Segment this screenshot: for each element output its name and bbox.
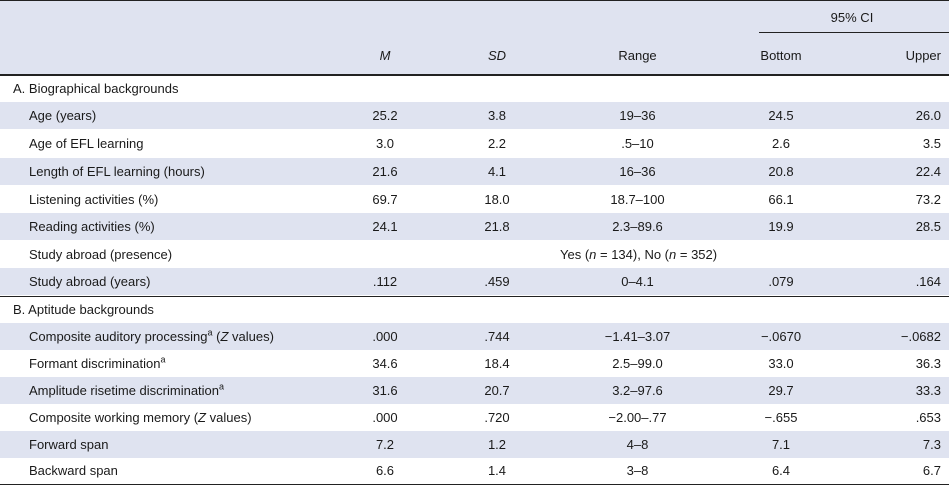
table-header: 95% CI M SD Range Bottom Upper	[0, 0, 949, 75]
cell-bottom: 66.1	[768, 192, 794, 207]
cell-range: .5–10	[621, 136, 654, 151]
cell-sd: .744	[484, 329, 510, 344]
cell-m: 25.2	[372, 108, 398, 123]
ci-header: 95% CI	[830, 10, 874, 25]
ci-rule	[759, 32, 949, 33]
table-row: Formant discriminationa 34.6 18.4 2.5–99…	[0, 350, 949, 377]
row-label: Composite auditory processinga (Z values…	[29, 327, 274, 344]
cell-sd: 2.2	[487, 136, 507, 151]
cell-range: 0–4.1	[621, 274, 654, 289]
cell-upper: 28.5	[915, 219, 941, 234]
row-label: Composite working memory (Z values)	[29, 410, 252, 425]
table-row: Study abroad (presence) Yes (n = 134), N…	[0, 241, 949, 268]
cell-upper: −.0682	[900, 329, 941, 344]
cell-m: .000	[372, 410, 398, 425]
table-row: Listening activities (%) 69.7 18.0 18.7–…	[0, 186, 949, 213]
cell-m: 31.6	[372, 383, 398, 398]
cell-range: 4–8	[626, 437, 649, 452]
cell-upper: 36.3	[915, 356, 941, 371]
cell-sd: 3.8	[487, 108, 507, 123]
table-row: Amplitude risetime discriminationa 31.6 …	[0, 377, 949, 404]
table-row: Study abroad (years) .112 .459 0–4.1 .07…	[0, 268, 949, 295]
row-label: Formant discriminationa	[29, 354, 166, 371]
cell-bottom: 20.8	[768, 164, 794, 179]
header-range: Range	[618, 48, 657, 63]
cell-range: 2.3–89.6	[612, 219, 663, 234]
table-row: Forward span 7.2 1.2 4–8 7.1 7.3	[0, 431, 949, 458]
cell-range: 16–36	[619, 164, 656, 179]
cell-m: 21.6	[372, 164, 398, 179]
cell-m: 6.6	[375, 463, 395, 478]
cell-bottom: 2.6	[771, 136, 791, 151]
cell-bottom: 24.5	[768, 108, 794, 123]
cell-range: 19–36	[619, 108, 656, 123]
table-row: Age (years) 25.2 3.8 19–36 24.5 26.0	[0, 102, 949, 129]
cell-range: 18.7–100	[610, 192, 665, 207]
cell-sd: 1.4	[487, 463, 507, 478]
cell-bottom: 33.0	[768, 356, 794, 371]
cell-range: −1.41–3.07	[604, 329, 671, 344]
row-label: Reading activities (%)	[29, 219, 155, 234]
row-label: Study abroad (years)	[29, 274, 151, 289]
cell-bottom: 6.4	[771, 463, 791, 478]
cell-sd: 18.4	[484, 356, 510, 371]
section-a-heading: A. Biographical backgrounds	[0, 75, 949, 102]
cell-bottom: 7.1	[771, 437, 791, 452]
cell-bottom: 29.7	[768, 383, 794, 398]
header-bottom: Bottom	[760, 48, 802, 63]
row-label: Backward span	[29, 463, 118, 478]
header-m: M	[379, 48, 391, 63]
table-row: Composite working memory (Z values) .000…	[0, 404, 949, 431]
cell-upper: .164	[915, 274, 941, 289]
cell-sd: 21.8	[484, 219, 510, 234]
cell-range: 3–8	[626, 463, 649, 478]
cell-upper: 6.7	[922, 463, 941, 478]
cell-m: 3.0	[375, 136, 395, 151]
table-row: Backward span 6.6 1.4 3–8 6.4 6.7	[0, 457, 949, 484]
cell-m: .000	[372, 329, 398, 344]
row-label: Study abroad (presence)	[29, 247, 173, 262]
cell-upper: 7.3	[922, 437, 941, 452]
row-label: Age of EFL learning	[29, 136, 144, 151]
cell-sd: .720	[484, 410, 510, 425]
table-row: Length of EFL learning (hours) 21.6 4.1 …	[0, 158, 949, 185]
cell-bottom: 19.9	[768, 219, 794, 234]
cell-bottom: −.0670	[760, 329, 802, 344]
cell-upper: 3.5	[922, 136, 941, 151]
cell-m: 7.2	[375, 437, 395, 452]
cell-sd: 20.7	[484, 383, 510, 398]
cell-sd: 18.0	[484, 192, 510, 207]
cell-range: −2.00–.77	[608, 410, 667, 425]
cell-m: 34.6	[372, 356, 398, 371]
row-label: Length of EFL learning (hours)	[29, 164, 205, 179]
cell-upper: 73.2	[915, 192, 941, 207]
cell-upper: .653	[915, 410, 941, 425]
cell-upper: 22.4	[915, 164, 941, 179]
header-sd: SD	[487, 48, 507, 63]
row-label: Age (years)	[29, 108, 97, 123]
cell-bottom: −.655	[764, 410, 798, 425]
cell-bottom: .079	[768, 274, 794, 289]
cell-upper: 26.0	[915, 108, 941, 123]
table-row: Age of EFL learning 3.0 2.2 .5–10 2.6 3.…	[0, 130, 949, 157]
row-label: Amplitude risetime discriminationa	[29, 381, 225, 398]
cell-m: .112	[372, 274, 398, 289]
study-abroad-presence-value: Yes (n = 134), No (n = 352)	[560, 247, 718, 262]
row-label: Forward span	[29, 437, 109, 452]
row-label: Listening activities (%)	[29, 192, 159, 207]
cell-m: 69.7	[372, 192, 398, 207]
cell-sd: 1.2	[487, 437, 507, 452]
cell-range: 2.5–99.0	[612, 356, 663, 371]
cell-m: 24.1	[372, 219, 398, 234]
cell-sd: 4.1	[487, 164, 507, 179]
cell-range: 3.2–97.6	[612, 383, 663, 398]
cell-sd: .459	[484, 274, 510, 289]
table-row: Composite auditory processinga (Z values…	[0, 323, 949, 350]
header-upper: Upper	[905, 48, 941, 63]
section-b-heading: B. Aptitude backgrounds	[0, 296, 949, 323]
table-row: Reading activities (%) 24.1 21.8 2.3–89.…	[0, 213, 949, 240]
cell-upper: 33.3	[915, 383, 941, 398]
